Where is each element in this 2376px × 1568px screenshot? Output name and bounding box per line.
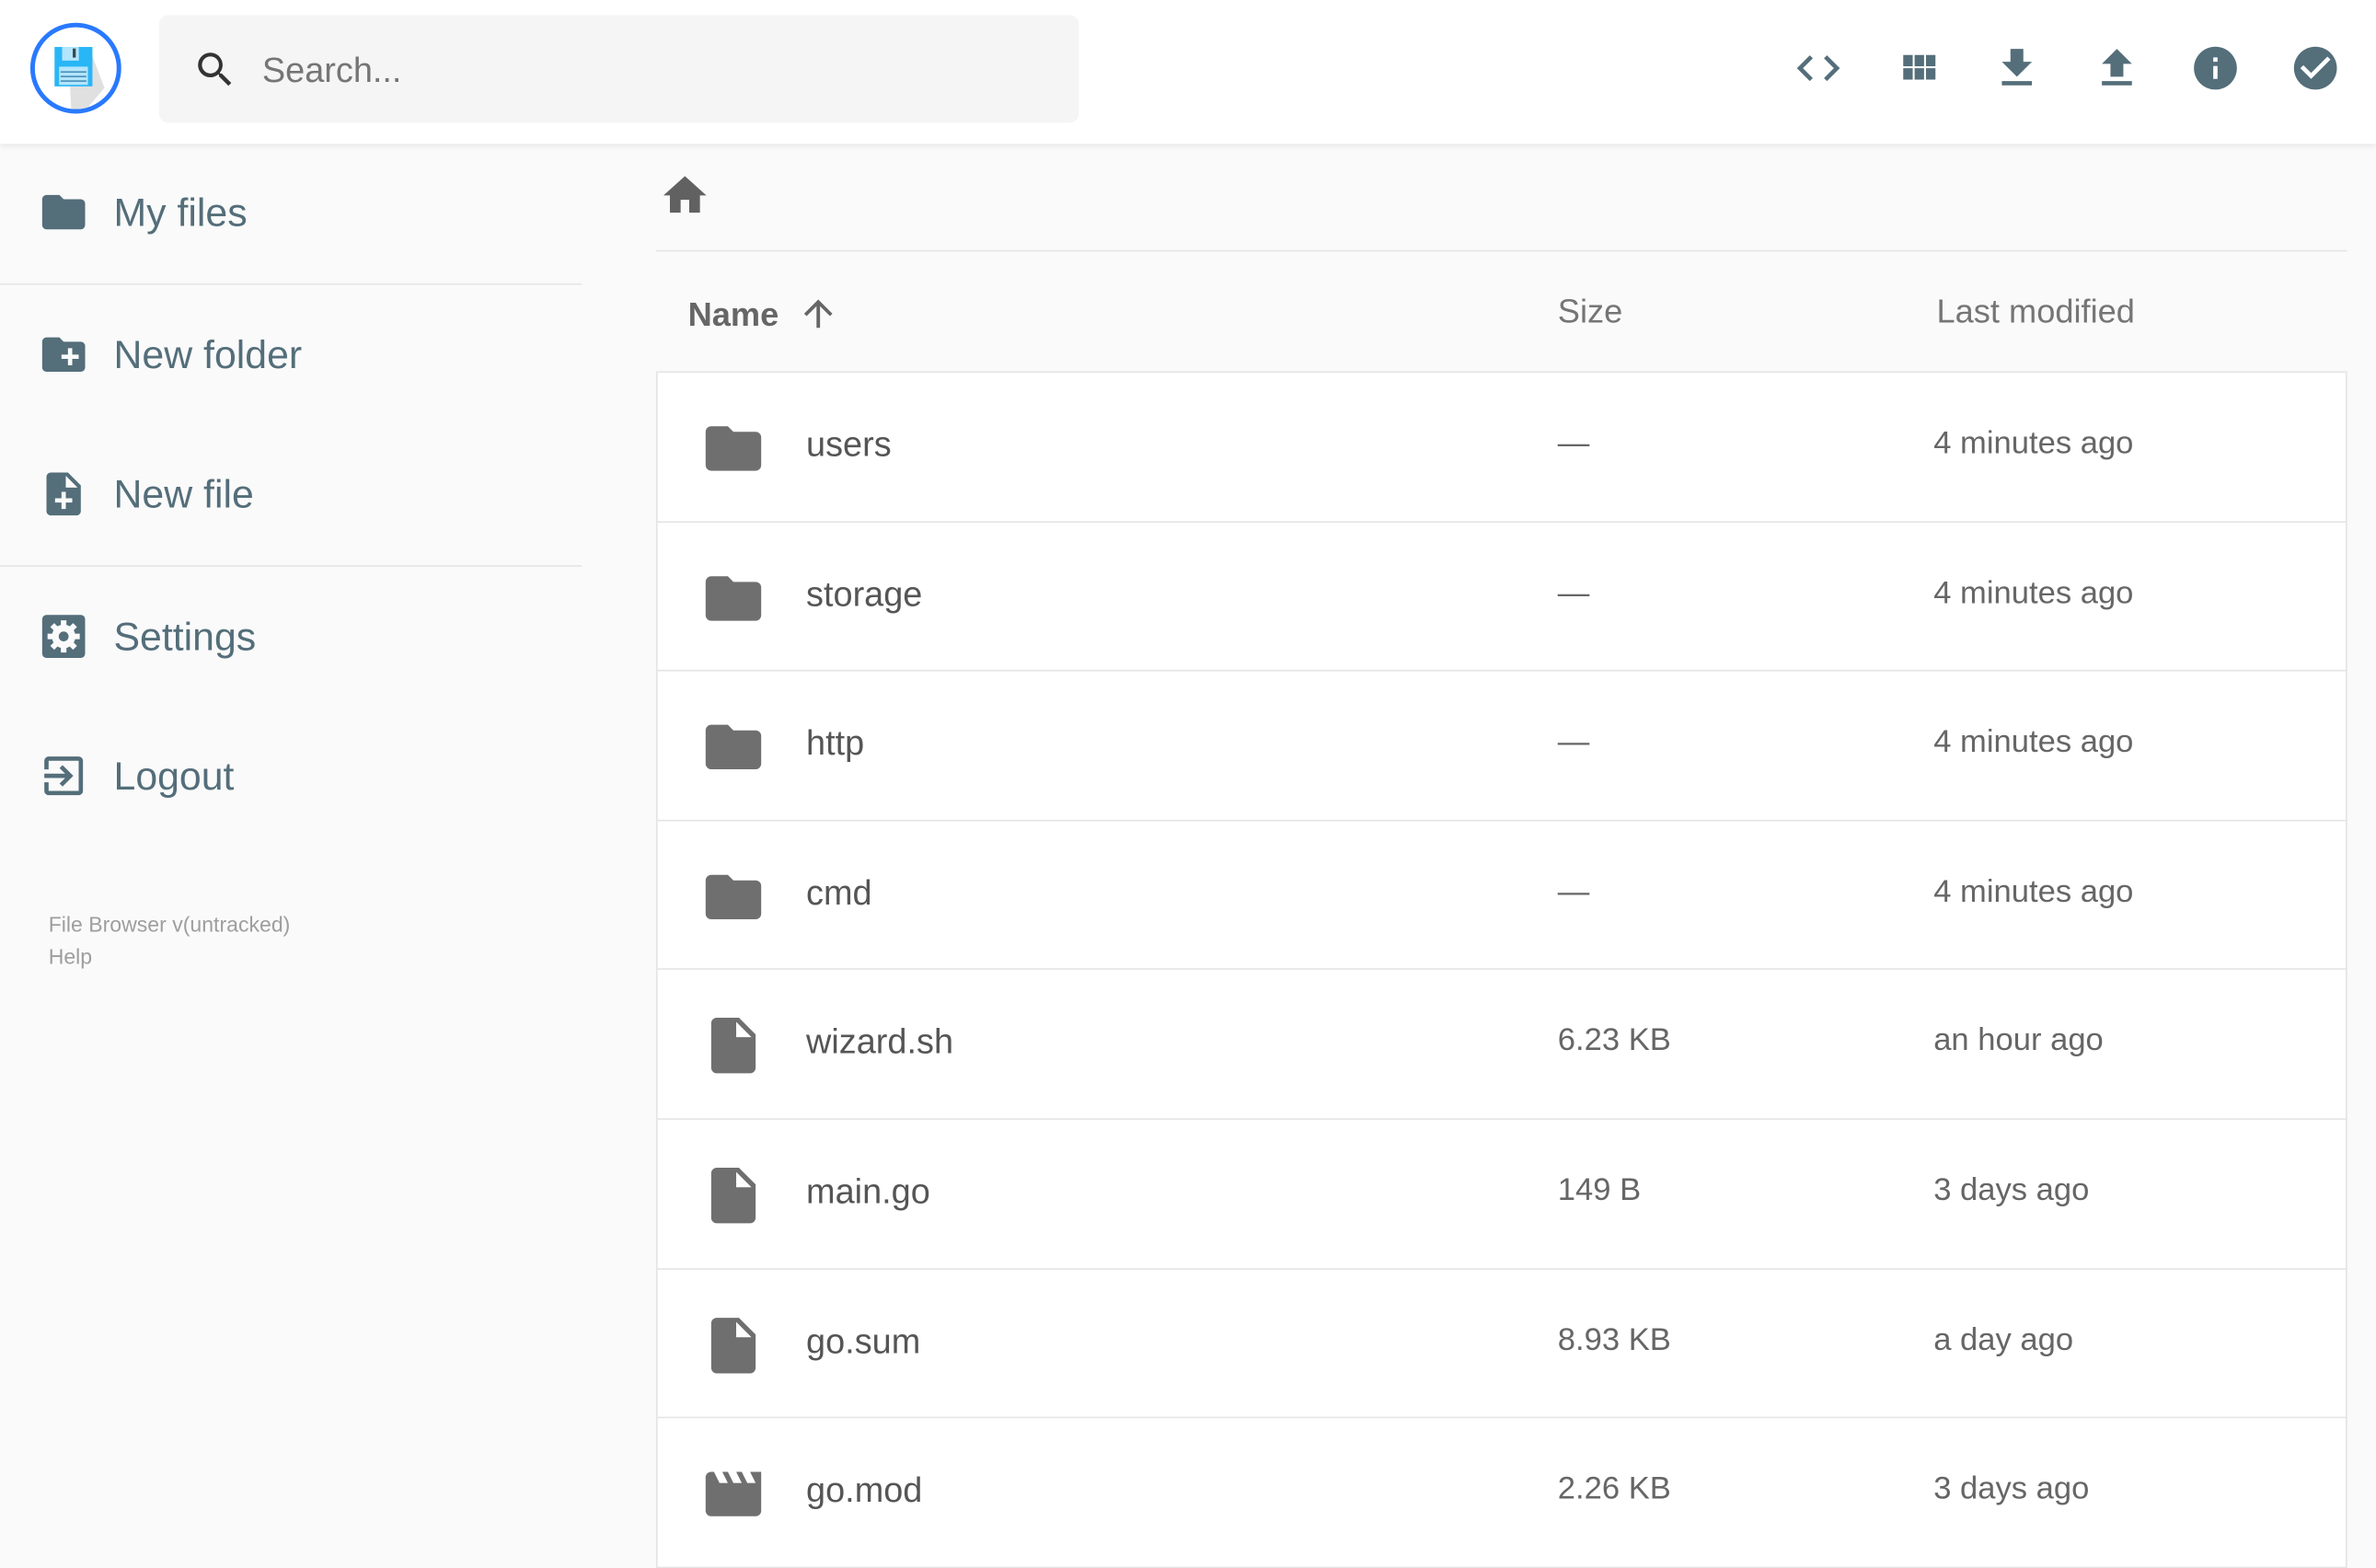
sidebar-item-label: New folder (113, 330, 303, 377)
sidebar-item-label: Settings (113, 613, 257, 659)
file-name: cmd (806, 872, 872, 912)
sidebar-item-new-file[interactable]: New file (0, 448, 582, 539)
file-name: main.go (806, 1170, 930, 1211)
gear-icon (41, 615, 86, 658)
file-modified: an hour ago (1933, 1023, 2104, 1059)
info-icon[interactable] (2189, 42, 2241, 94)
divider (0, 282, 582, 285)
file-modified: a day ago (1933, 1321, 2074, 1357)
file-modified: 3 days ago (1933, 1471, 2090, 1507)
code-icon[interactable] (1793, 42, 1844, 94)
file-size: 6.23 KB (1557, 1023, 1671, 1059)
folder-icon (705, 575, 762, 620)
download-icon[interactable] (1991, 42, 2043, 94)
folder-icon (705, 874, 762, 919)
sidebar-item-logout[interactable]: Logout (0, 731, 582, 822)
breadcrumb-home[interactable] (659, 169, 710, 228)
arrow-up-icon (803, 299, 833, 329)
file-icon (710, 1018, 756, 1075)
file-row[interactable]: users — 4 minutes ago (656, 373, 2347, 523)
divider (656, 249, 2347, 252)
file-type-icon (700, 415, 767, 490)
column-header-name[interactable]: Name (688, 293, 840, 335)
folder-icon (705, 724, 762, 770)
file-name: users (806, 424, 892, 464)
folder-plus-icon (41, 337, 86, 372)
file-size: 149 B (1557, 1172, 1642, 1208)
version-text: File Browser v(untracked) (48, 912, 291, 937)
file-row[interactable]: http — 4 minutes ago (656, 671, 2347, 822)
file-name: wizard.sh (806, 1021, 954, 1062)
search-bar (158, 15, 1079, 123)
file-size: 8.93 KB (1557, 1321, 1671, 1357)
file-name: storage (806, 573, 923, 614)
file-row[interactable]: storage — 4 minutes ago (656, 522, 2347, 672)
grid-view-icon[interactable] (1893, 42, 1944, 94)
file-row[interactable]: go.mod 2.26 KB 3 days ago (656, 1418, 2347, 1568)
file-modified: 4 minutes ago (1933, 873, 2134, 909)
movie-icon (705, 1471, 762, 1517)
folder-icon (705, 426, 762, 471)
sidebar-item-my-files[interactable]: My files (0, 167, 582, 258)
file-modified: 3 days ago (1933, 1172, 2090, 1208)
file-row[interactable]: cmd — 4 minutes ago (656, 821, 2347, 971)
file-list: users — 4 minutes ago storage — 4 minutes ago… (656, 371, 2347, 1568)
folder-icon (41, 194, 86, 230)
column-header-size[interactable]: Size (1557, 292, 1623, 330)
app-logo[interactable] (29, 22, 121, 114)
search-icon (198, 52, 232, 86)
file-row[interactable]: wizard.sh 6.23 KB an hour ago (656, 970, 2347, 1120)
file-row[interactable]: go.sum 8.93 KB a day ago (656, 1269, 2347, 1419)
column-label: Name (687, 295, 779, 334)
search-input[interactable] (259, 42, 1023, 98)
file-name: http (806, 722, 865, 763)
sidebar: My files New folder New file Settings Lo… (0, 144, 582, 1527)
floppy-disk-icon (54, 47, 105, 110)
divider (0, 565, 582, 567)
file-plus-icon (46, 472, 81, 516)
file-size: 2.26 KB (1557, 1471, 1671, 1507)
sidebar-item-settings[interactable]: Settings (0, 591, 582, 682)
sidebar-item-label: Logout (113, 752, 235, 798)
file-name: go.mod (806, 1470, 923, 1510)
file-type-icon (700, 1013, 767, 1088)
file-modified: 4 minutes ago (1933, 425, 2134, 461)
upload-icon[interactable] (2091, 42, 2142, 94)
sidebar-item-new-folder[interactable]: New folder (0, 309, 582, 400)
file-size: — (1557, 724, 1590, 760)
file-type-icon (700, 1461, 767, 1536)
file-size: — (1557, 425, 1590, 461)
file-type-icon (700, 1162, 767, 1237)
file-type-icon (700, 714, 767, 789)
help-link[interactable]: Help (48, 943, 93, 969)
file-modified: 4 minutes ago (1933, 724, 2134, 760)
file-modified: 4 minutes ago (1933, 575, 2134, 610)
file-size: — (1557, 873, 1590, 909)
column-header-modified[interactable]: Last modified (1936, 292, 2135, 330)
logout-icon (44, 756, 84, 796)
top-bar (0, 0, 2376, 144)
sidebar-item-label: New file (113, 470, 254, 516)
home-icon (663, 176, 707, 213)
sidebar-item-label: My files (113, 189, 248, 235)
file-icon (710, 1168, 756, 1224)
check-circle-icon[interactable] (2289, 42, 2341, 94)
file-row[interactable]: main.go 149 B 3 days ago (656, 1119, 2347, 1270)
file-size: — (1557, 575, 1590, 610)
file-type-icon (700, 863, 767, 938)
file-type-icon (700, 565, 767, 640)
file-icon (710, 1317, 756, 1373)
file-type-icon (700, 1311, 767, 1386)
file-name: go.sum (806, 1320, 921, 1361)
